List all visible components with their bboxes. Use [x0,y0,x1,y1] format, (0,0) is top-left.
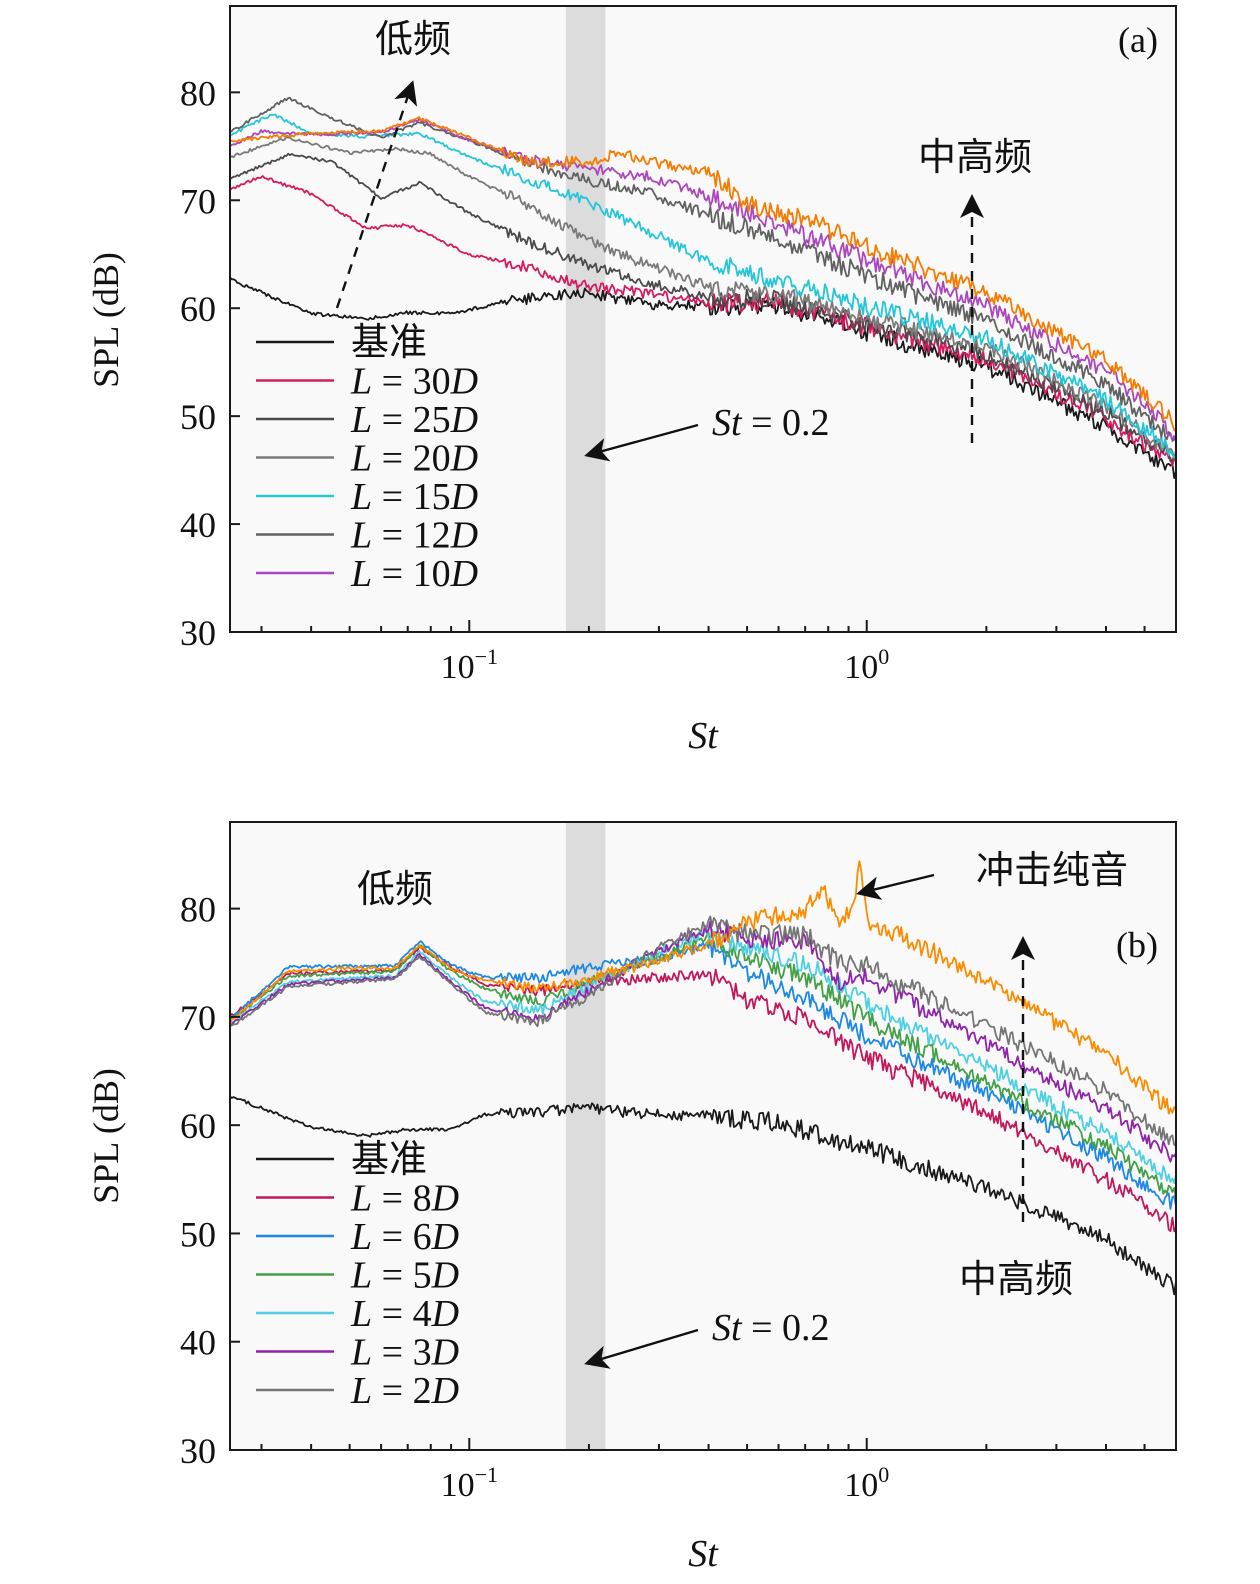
panel-label: (b) [1116,925,1158,965]
low-freq-label: 低频 [375,19,451,61]
low-freq-label: 低频 [357,869,433,911]
shaded-band-b [565,822,606,1450]
y-tick-label: 30 [180,1431,216,1471]
y-tick-label: 60 [180,1106,216,1146]
legend-label: L = 10D [350,553,478,595]
legend-label: L = 20D [350,438,478,480]
legend-label: L = 4D [350,1293,459,1335]
series-line [230,860,1176,1115]
series-line [230,915,1176,1146]
x-axis-label: St [688,715,719,757]
st-arrow [584,1328,699,1369]
series-line [230,931,1176,1200]
series-line [230,116,1176,433]
legend-label: L = 25D [350,399,478,441]
y-tick-label: 40 [180,505,216,545]
legend-label: L = 2D [350,1370,459,1412]
legend-label: L = 15D [350,476,478,518]
y-tick-label: 50 [180,1214,216,1254]
legend-label: L = 12D [350,515,478,557]
y-tick-label: 70 [180,998,216,1038]
series-line [230,136,1176,460]
shock-tone-label: 冲击纯音 [976,850,1128,892]
series-line [230,96,1176,442]
panel-b: 30 40 50 60 70 80 10−1 100 (b) 低频 冲击纯音 中高频 St =… [86,821,1177,1575]
legend-label: 基准 [351,322,427,364]
y-tick-label: 40 [180,1323,216,1363]
legend-label: 基准 [351,1139,427,1181]
y-axis-label: SPL (dB) [86,1068,126,1204]
y-tick-label: 70 [180,181,216,221]
series-line [230,1095,1176,1296]
y-tick-label: 50 [180,397,216,437]
x-tick-label: 10−1 [441,644,498,686]
panel-label: (a) [1118,20,1158,60]
legend-b: 基准L = 8DL = 6DL = 5DL = 4DL = 3DL = 2D [256,1139,459,1412]
st-annotation: St = 0.2 [712,1307,830,1349]
x-tick-label: 10−1 [441,1462,498,1504]
legend-label: L = 3D [350,1332,459,1374]
st-annotation: St = 0.2 [712,402,830,444]
mid-high-label: 中高频 [959,1259,1073,1301]
y-tick-label: 30 [180,613,216,653]
legend-label: L = 30D [350,361,478,403]
series-line [230,936,1176,1210]
x-tick-label: 100 [844,1462,889,1504]
low-freq-arrow [335,80,418,309]
series-line [230,920,1176,1163]
x-tick-label: 100 [844,644,889,686]
st-arrow [584,423,699,462]
shaded-band-a [565,6,606,632]
y-tick-label: 80 [180,73,216,113]
legend-label: L = 6D [350,1216,459,1258]
x-axis-label: St [688,1533,719,1575]
legend-label: L = 5D [350,1255,459,1297]
mid-high-label: 中高频 [918,137,1032,179]
legend-label: L = 8D [350,1178,459,1220]
y-tick-label: 80 [180,890,216,930]
series-line [230,175,1176,468]
y-axis-label: SPL (dB) [86,252,126,388]
y-tick-label: 60 [180,289,216,329]
series-line [230,118,1176,442]
shock-tone-arrow [856,873,935,900]
